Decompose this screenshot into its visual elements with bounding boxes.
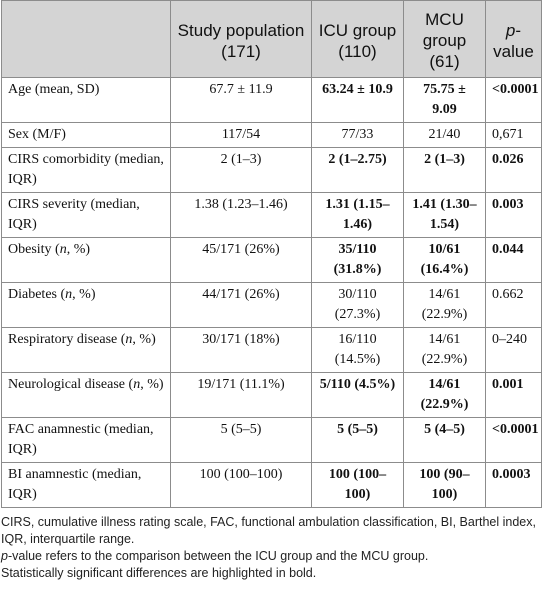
cell-icu-group: 63.24 ± 10.9	[311, 77, 404, 123]
cell-icu-group: 35/110 (31.8%)	[311, 237, 404, 283]
row-label: FAC anamnestic (median, IQR)	[1, 417, 171, 463]
table-row: FAC anamnestic (median, IQR) 5 (5–5) 5 (5–…	[1, 417, 542, 463]
row-label-text: Age (mean, SD)	[8, 82, 100, 97]
table-body: Age (mean, SD) 67.7 ± 11.9 63.24 ± 10.9 75.…	[1, 77, 542, 508]
row-label-suffix: , %)	[140, 377, 164, 392]
cell-study-population: 44/171 (26%)	[170, 282, 312, 328]
cell-study-population: 117/54	[170, 122, 312, 148]
row-label-italic: n	[133, 377, 141, 392]
cell-mcu-group: 14/61 (22.9%)	[403, 372, 486, 418]
cell-p-value: <0.0001	[485, 77, 542, 123]
footnote-p-italic: p	[1, 549, 8, 563]
cell-icu-group: 100 (100–100)	[311, 462, 404, 508]
cell-study-population: 100 (100–100)	[170, 462, 312, 508]
footnote-p-value: p-value refers to the comparison between…	[1, 548, 541, 565]
table-row: Respiratory disease (n, %) 30/171 (18%) 16…	[1, 327, 542, 373]
row-label-suffix: , %)	[66, 242, 91, 257]
cell-p-value: 0,671	[485, 122, 542, 148]
cell-p-value: 0–240	[485, 327, 542, 373]
cell-study-population: 30/171 (18%)	[170, 327, 312, 373]
cell-study-population: 5 (5–5)	[170, 417, 312, 463]
table-row: CIRS comorbidity (median, IQR) 2 (1–3) 2 (…	[1, 147, 542, 193]
cell-mcu-group: 1.41 (1.30–1.54)	[403, 192, 486, 238]
row-label: Respiratory disease (n, %)	[1, 327, 171, 373]
table-row: Neurological disease (n, %) 19/171 (11.1%…	[1, 372, 542, 418]
cell-study-population: 1.38 (1.23–1.46)	[170, 192, 312, 238]
row-label-text: Diabetes (	[8, 287, 66, 302]
cell-icu-group: 5/110 (4.5%)	[311, 372, 404, 418]
cell-mcu-group: 14/61 (22.9%)	[403, 327, 486, 373]
footnote-p-rest: -value refers to the comparison between …	[7, 549, 429, 563]
cell-p-value: 0.001	[485, 372, 542, 418]
cell-icu-group: 77/33	[311, 122, 404, 148]
header-p-italic: p	[505, 20, 516, 40]
row-label-text: FAC anamnestic (median, IQR)	[8, 422, 154, 457]
table-footnote: CIRS, cumulative illness rating scale, F…	[1, 514, 541, 582]
cell-p-value: 0.044	[485, 237, 542, 283]
cell-p-value: 0.0003	[485, 462, 542, 508]
cell-mcu-group: 21/40	[403, 122, 486, 148]
footnote-abbreviations: CIRS, cumulative illness rating scale, F…	[1, 515, 536, 546]
row-label-italic: n	[125, 332, 133, 347]
cell-study-population: 19/171 (11.1%)	[170, 372, 312, 418]
table-row: Age (mean, SD) 67.7 ± 11.9 63.24 ± 10.9 75.…	[1, 77, 542, 123]
row-label-italic: n	[65, 287, 73, 302]
header-study-population: Study population (171)	[170, 0, 312, 78]
row-label-text: Sex (M/F)	[8, 127, 66, 142]
cell-study-population: 2 (1–3)	[170, 147, 312, 193]
header-p-value: p-value	[485, 0, 542, 78]
table-row: Diabetes (n, %) 44/171 (26%) 30/110 (27.3%…	[1, 282, 542, 328]
row-label-italic: n	[59, 242, 67, 257]
row-label: Sex (M/F)	[1, 122, 171, 148]
cell-mcu-group: 75.75 ± 9.09	[403, 77, 486, 123]
row-label-text: CIRS comorbidity (median, IQR)	[8, 152, 164, 187]
row-label-text: Respiratory disease (	[8, 332, 126, 347]
cell-study-population: 67.7 ± 11.9	[170, 77, 312, 123]
row-label: CIRS severity (median, IQR)	[1, 192, 171, 238]
cell-mcu-group: 100 (90–100)	[403, 462, 486, 508]
row-label-text: Obesity (	[8, 242, 60, 257]
table-row: BI anamnestic (median, IQR) 100 (100–100)…	[1, 462, 542, 508]
row-label: Diabetes (n, %)	[1, 282, 171, 328]
row-label-suffix: , %)	[132, 332, 156, 347]
cell-mcu-group: 2 (1–3)	[403, 147, 486, 193]
row-label: Neurological disease (n, %)	[1, 372, 171, 418]
row-label: CIRS comorbidity (median, IQR)	[1, 147, 171, 193]
cell-icu-group: 1.31 (1.15–1.46)	[311, 192, 404, 238]
cell-p-value: 0.026	[485, 147, 542, 193]
header-empty	[1, 0, 171, 78]
row-label: Obesity (n, %)	[1, 237, 171, 283]
row-label-text: BI anamnestic (median, IQR)	[8, 467, 142, 502]
table-header: Study population (171) ICU group (110) M…	[1, 0, 542, 78]
cell-icu-group: 16/110 (14.5%)	[311, 327, 404, 373]
row-label: Age (mean, SD)	[1, 77, 171, 123]
footnote-significance: Statistically significant differences ar…	[1, 566, 317, 580]
table-row: Sex (M/F) 117/54 77/33 21/40 0,671	[1, 122, 542, 148]
cell-p-value: 0.003	[485, 192, 542, 238]
cell-mcu-group: 14/61 (22.9%)	[403, 282, 486, 328]
row-label-text: CIRS severity (median, IQR)	[8, 197, 140, 232]
header-icu-group: ICU group (110)	[311, 0, 404, 78]
cell-icu-group: 30/110 (27.3%)	[311, 282, 404, 328]
characteristics-table: Study population (171) ICU group (110) M…	[1, 0, 542, 508]
header-mcu-group: MCU group (61)	[403, 0, 486, 78]
table-row: CIRS severity (median, IQR) 1.38 (1.23–1.…	[1, 192, 542, 238]
cell-p-value: 0.662	[485, 282, 542, 328]
cell-mcu-group: 5 (4–5)	[403, 417, 486, 463]
row-label: BI anamnestic (median, IQR)	[1, 462, 171, 508]
cell-mcu-group: 10/61 (16.4%)	[403, 237, 486, 283]
cell-p-value: <0.0001	[485, 417, 542, 463]
cell-icu-group: 5 (5–5)	[311, 417, 404, 463]
row-label-suffix: , %)	[72, 287, 96, 302]
cell-study-population: 45/171 (26%)	[170, 237, 312, 283]
row-label-text: Neurological disease (	[8, 377, 134, 392]
header-row: Study population (171) ICU group (110) M…	[1, 0, 542, 78]
cell-icu-group: 2 (1–2.75)	[311, 147, 404, 193]
header-p-rest: -value	[493, 20, 534, 61]
table-row: Obesity (n, %) 45/171 (26%) 35/110 (31.8%)…	[1, 237, 542, 283]
